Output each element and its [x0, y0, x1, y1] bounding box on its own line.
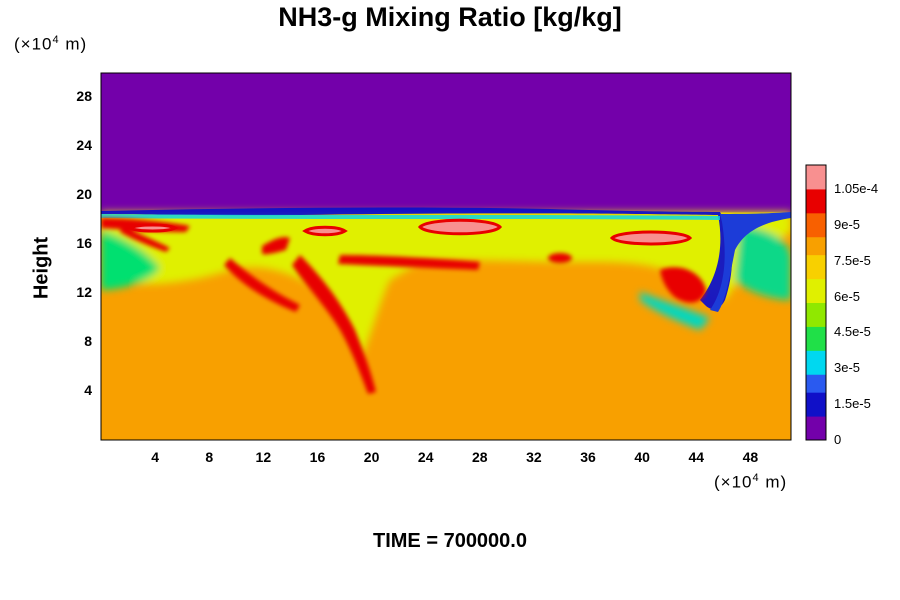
colorbar-segment [806, 308, 826, 315]
colorbar-tick-label: 0 [834, 432, 842, 447]
x-unit-label: (×104 m) [714, 472, 788, 492]
colorbar-segment [806, 344, 826, 351]
interface-edge [101, 207, 791, 312]
y-tick-label: 28 [76, 88, 92, 105]
colorbar-segment [806, 338, 826, 345]
colorbar-segment [806, 422, 826, 429]
y-tick-label: 24 [76, 137, 92, 154]
colorbar-frame [805, 164, 827, 441]
colorbar-segment [806, 212, 826, 220]
colorbar-segment [806, 206, 826, 214]
colorbar-segment [806, 218, 826, 226]
colorbar-segment [806, 266, 826, 274]
x-tick-label: 20 [363, 449, 380, 465]
x-tick-label: 40 [634, 449, 650, 465]
colorbar-segment [806, 428, 826, 435]
colorbar-segment [806, 284, 826, 292]
x-tick-label: 8 [205, 449, 214, 465]
colorbar-segment [806, 272, 826, 280]
colorbar-segment [806, 362, 826, 369]
colorbar-tick-label: 1.5e-5 [834, 396, 871, 412]
colorbar-segment [806, 326, 826, 333]
colorbar-tick-label: 1.05e-4 [834, 180, 879, 196]
colorbar-segment [806, 314, 826, 321]
colorbar-tick-label: 9e-5 [834, 216, 861, 232]
colorbar-segment [806, 260, 826, 268]
colorbar-segment [806, 374, 826, 381]
y-tick-label: 12 [76, 284, 92, 301]
y-tick-label: 4 [84, 382, 92, 399]
x-tick-label: 32 [526, 449, 542, 465]
colorbar-segment [806, 176, 826, 184]
colorbar-segment [806, 290, 826, 298]
colorbar-segment [806, 230, 826, 238]
colorbar-tick-label: 7.5e-5 [834, 252, 871, 268]
colorbar-segment [806, 165, 826, 172]
colorbar-segment [806, 368, 826, 375]
x-tick-label: 48 [742, 449, 759, 465]
colorbar-segment [806, 386, 826, 393]
y-tick-label: 16 [76, 235, 92, 252]
colorbar-segment [806, 410, 826, 417]
colorbar-segment [806, 170, 826, 178]
colorbar-tick-label: 6e-5 [834, 288, 861, 304]
colorbar-segment [806, 200, 826, 208]
x-tick-label: 24 [417, 449, 434, 465]
chart-title: NH3-g Mixing Ratio [kg/kg] [278, 2, 622, 32]
x-tick-label: 44 [688, 449, 705, 465]
colorbar-tick-label: 4.5e-5 [834, 324, 871, 340]
colorbar-segment [806, 416, 826, 423]
colorbar-segment [806, 242, 826, 250]
colorbar-segment [806, 350, 826, 357]
colorbar-tick-label: 3e-5 [834, 360, 861, 376]
plot-frame [100, 72, 792, 441]
colorbar-segment [806, 278, 826, 286]
colorbar-segment [806, 332, 826, 339]
colorbar-segment [806, 398, 826, 405]
x-tick-label: 16 [309, 449, 326, 465]
colorbar-segment [806, 356, 826, 363]
colorbar [805, 164, 827, 441]
x-tick-label: 12 [255, 449, 272, 465]
x-tick-label: 4 [151, 449, 159, 465]
colorbar-segment [806, 194, 826, 202]
colorbar-segment [806, 380, 826, 387]
upper-layer [101, 73, 791, 213]
y-unit-label: (×104 m) [14, 34, 88, 54]
colorbar-segment [806, 224, 826, 232]
y-tick-label: 8 [84, 333, 92, 350]
high-value-plumes [101, 218, 706, 394]
colorbar-segment [806, 302, 826, 309]
colorbar-segment [806, 182, 826, 190]
peak-cells [126, 218, 693, 246]
colorbar-segment [806, 404, 826, 411]
colorbar-segment [806, 188, 826, 196]
colorbar-segment [806, 434, 826, 441]
x-tick-label: 36 [580, 449, 596, 465]
x-tick-label: 28 [472, 449, 488, 465]
colorbar-segment [806, 254, 826, 262]
colorbar-segment [806, 320, 826, 327]
colorbar-segment [806, 248, 826, 256]
colorbar-segment [806, 296, 826, 303]
y-tick-label: 20 [76, 186, 92, 203]
time-footer: TIME = 700000.0 [373, 530, 527, 552]
colorbar-segment [806, 236, 826, 244]
colorbar-segment [806, 392, 826, 399]
